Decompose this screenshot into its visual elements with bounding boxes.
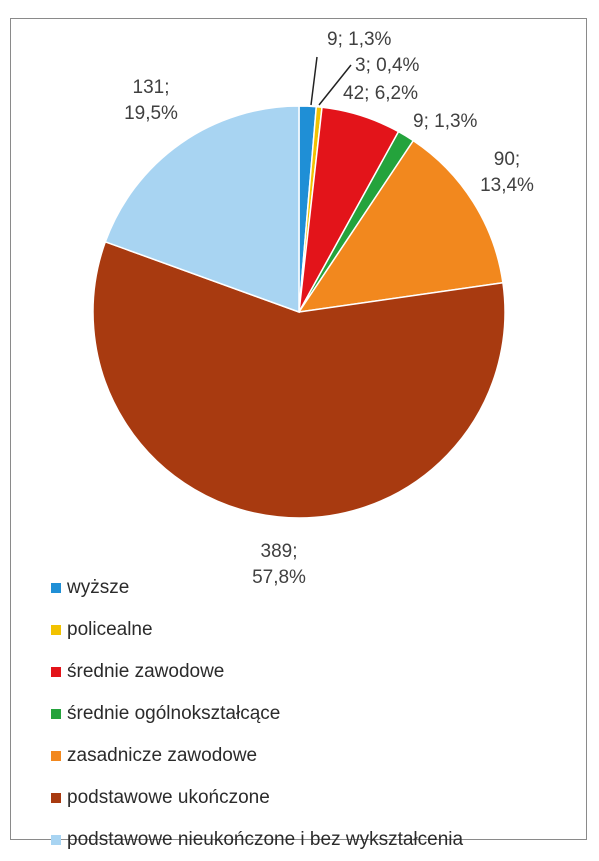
data-label: 9; 1,3% xyxy=(327,29,392,50)
legend-swatch xyxy=(51,709,61,719)
data-label: 389; 57,8% xyxy=(252,541,306,588)
legend-label: średnie ogólnokształcące xyxy=(67,703,281,724)
legend-swatch xyxy=(51,793,61,803)
pie-slice xyxy=(92,240,506,519)
data-label: 9; 1,3% xyxy=(413,111,478,132)
pie-slice xyxy=(104,105,300,314)
legend-swatch xyxy=(51,625,61,635)
legend-item: średnie zawodowe xyxy=(51,651,463,693)
legend-label: podstawowe ukończone xyxy=(67,787,270,808)
legend-swatch xyxy=(51,667,61,677)
legend-item: policealne xyxy=(51,609,463,651)
legend-label: średnie zawodowe xyxy=(67,661,225,682)
leader-line xyxy=(310,56,318,106)
chart-frame: 9; 1,3% 3; 0,4% 42; 6,2% 9; 1,3% 90; 13,4% 389… xyxy=(10,18,587,850)
pie-slice xyxy=(297,139,504,313)
leader-line xyxy=(318,64,352,106)
data-label: 42; 6,2% xyxy=(343,83,418,104)
legend-item: wyższe xyxy=(51,567,463,609)
legend-item: podstawowe ukończone xyxy=(51,777,463,819)
legend-swatch xyxy=(51,835,61,845)
legend-label: wyższe xyxy=(67,577,130,598)
legend-label: zasadnicze zawodowe xyxy=(67,745,258,766)
data-label: 90; 13,4% xyxy=(480,149,534,196)
legend: wyższe policealne średnie zawodowe średnie … xyxy=(51,567,463,861)
pie-chart: 9; 1,3%3; 0,4%42; 6,2%9; 1,3%90; 13,4%389… xyxy=(92,29,534,588)
legend-item: średnie ogólnokształcące xyxy=(51,693,463,735)
legend-label: policealne xyxy=(67,619,153,640)
data-label: 3; 0,4% xyxy=(355,55,420,76)
data-label: 131; 19,5% xyxy=(124,77,178,124)
legend-item: podstawowe nieukończone i bez wykształce… xyxy=(51,819,463,861)
legend-label: podstawowe nieukończone i bez wykształce… xyxy=(67,829,464,850)
legend-swatch xyxy=(51,583,61,593)
legend-item: zasadnicze zawodowe xyxy=(51,735,463,777)
legend-swatch xyxy=(51,751,61,761)
